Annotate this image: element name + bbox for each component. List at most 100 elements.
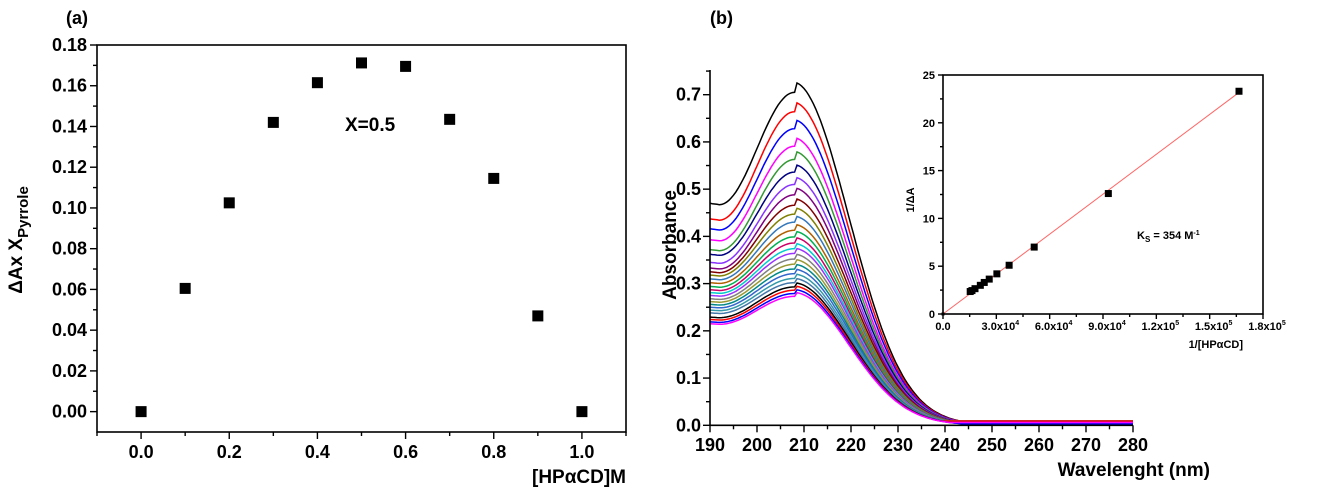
- data-point: [576, 406, 588, 418]
- annotation-x-equals-0-5: X=0.5: [345, 115, 396, 136]
- data-point: [976, 281, 984, 289]
- x-tick-label-exponent: 4: [1122, 320, 1126, 327]
- y-tick-label: 0.06: [52, 279, 87, 299]
- x-tick-label-base: 1.2x10: [1142, 321, 1176, 333]
- x-tick-label: 270: [1071, 435, 1101, 455]
- data-point: [985, 275, 993, 283]
- x-tick-label: 1.2x105: [1142, 320, 1180, 333]
- spectrum-series-line: [709, 291, 1133, 424]
- x-axis-label: 1/[HPαCD]: [1189, 339, 1244, 351]
- annotation-k: K: [1137, 230, 1145, 242]
- x-tick-label: 0.8: [481, 442, 506, 462]
- y-tick-label: 20: [923, 118, 935, 130]
- x-tick-label: 0.2: [217, 442, 242, 462]
- x-tick-label: 6.0x104: [1035, 320, 1073, 333]
- y-tick-label: 0.14: [52, 116, 87, 136]
- y-tick-label: 0.12: [52, 157, 87, 177]
- x-tick-label: 3.0x104: [982, 320, 1020, 333]
- plot-frame: [96, 44, 627, 433]
- x-tick-label: 220: [836, 435, 866, 455]
- x-tick-label: 0.6: [393, 442, 418, 462]
- data-point: [135, 406, 147, 418]
- y-tick-label: 25: [923, 70, 935, 82]
- annotation-superscript: -1: [1193, 230, 1199, 237]
- x-tick-label-exponent: 5: [1229, 320, 1233, 327]
- x-tick-label: 0.0: [935, 321, 950, 333]
- panel-a-job-plot: (a) 0.00 0.02 0.04 0.06 0.08 0.10 0.12 0.14 0.16 0…: [6, 8, 627, 488]
- y-axis-label: Absorbance: [660, 190, 681, 300]
- annotation-k-subscript: S: [1145, 235, 1151, 244]
- y-tick-label: 0.6: [676, 132, 701, 152]
- x-tick-label: 1.8x105: [1248, 320, 1286, 333]
- data-point: [267, 116, 279, 128]
- y-tick-label: 0.16: [52, 76, 87, 96]
- data-point: [356, 57, 367, 69]
- x-axis-label: [HPαCD]M: [532, 467, 626, 488]
- x-tick-label: 9.0x104: [1088, 320, 1126, 333]
- data-point: [179, 282, 191, 294]
- y-axis-label: 1/ΔA: [905, 187, 917, 212]
- x-tick-label: 0.4: [305, 442, 330, 462]
- data-point: [532, 310, 544, 322]
- y-tick-label: 0.7: [676, 85, 701, 105]
- y-tick-label: 0.1: [676, 368, 701, 388]
- x-tick-label: 1.5x105: [1195, 320, 1233, 333]
- data-point: [971, 285, 979, 293]
- data-point: [1235, 87, 1243, 95]
- data-point: [488, 172, 500, 184]
- x-tick-label-exponent: 4: [1069, 320, 1073, 327]
- y-tick-label: 0.4: [676, 226, 701, 246]
- x-tick-label-exponent: 5: [1175, 320, 1179, 327]
- data-point: [980, 278, 988, 286]
- x-tick-label: 230: [883, 435, 913, 455]
- binding-constant-annotation: KS = 354 M-1: [1137, 230, 1200, 244]
- y-tick-label: 0.5: [676, 179, 701, 199]
- y-tick-label: 0.0: [676, 415, 701, 435]
- annotation-value: = 354 M: [1150, 230, 1193, 242]
- panel-label-b: (b): [710, 8, 733, 28]
- y-tick-label: 0.02: [52, 361, 87, 381]
- y-tick-label: 0: [929, 309, 935, 321]
- x-tick-label: 250: [977, 435, 1007, 455]
- data-point: [941, 312, 945, 316]
- x-tick-label: 0.0: [129, 442, 154, 462]
- x-axis-label: Wavelenght (nm): [1058, 460, 1210, 481]
- y-axis-label-main: ΔAx X: [6, 238, 27, 294]
- y-tick-label: 0.00: [52, 402, 87, 422]
- x-tick-label-base: 1.8x10: [1248, 321, 1282, 333]
- data-point: [400, 60, 412, 72]
- x-tick-label-exponent: 5: [1282, 320, 1286, 327]
- x-tick-label: 1.0: [569, 442, 594, 462]
- y-axis-label: ΔAx XPyrrole: [6, 186, 32, 294]
- x-tick-label-base: 3.0x10: [982, 321, 1016, 333]
- x-tick-label-base: 9.0x10: [1088, 321, 1122, 333]
- y-tick-label: 5: [929, 261, 935, 273]
- y-tick-label: 10: [923, 213, 935, 225]
- x-tick-label-base: 0.0: [935, 321, 950, 333]
- x-tick-label: 240: [930, 435, 960, 455]
- x-tick-label: 200: [742, 435, 772, 455]
- data-point: [1030, 243, 1038, 251]
- data-point: [1005, 261, 1013, 269]
- x-tick-label: 210: [789, 435, 819, 455]
- data-point: [444, 113, 456, 125]
- data-point: [311, 77, 323, 89]
- y-tick-label: 0.3: [676, 274, 701, 294]
- x-tick-label: 280: [1118, 435, 1148, 455]
- data-point: [993, 270, 1001, 278]
- x-tick-label-base: 6.0x10: [1035, 321, 1069, 333]
- data-point: [223, 197, 235, 209]
- x-tick-label-exponent: 4: [1015, 320, 1019, 327]
- y-tick-label: 15: [923, 166, 935, 178]
- x-tick-label: 260: [1024, 435, 1054, 455]
- y-tick-label: 0.2: [676, 321, 701, 341]
- x-tick-label: 190: [695, 435, 725, 455]
- y-tick-label: 0.10: [52, 198, 87, 218]
- y-tick-label: 0.08: [52, 239, 87, 259]
- y-tick-label: 0.04: [52, 320, 87, 340]
- panel-label-a: (a): [66, 8, 88, 28]
- y-axis-label-subscript: Pyrrole: [15, 186, 32, 238]
